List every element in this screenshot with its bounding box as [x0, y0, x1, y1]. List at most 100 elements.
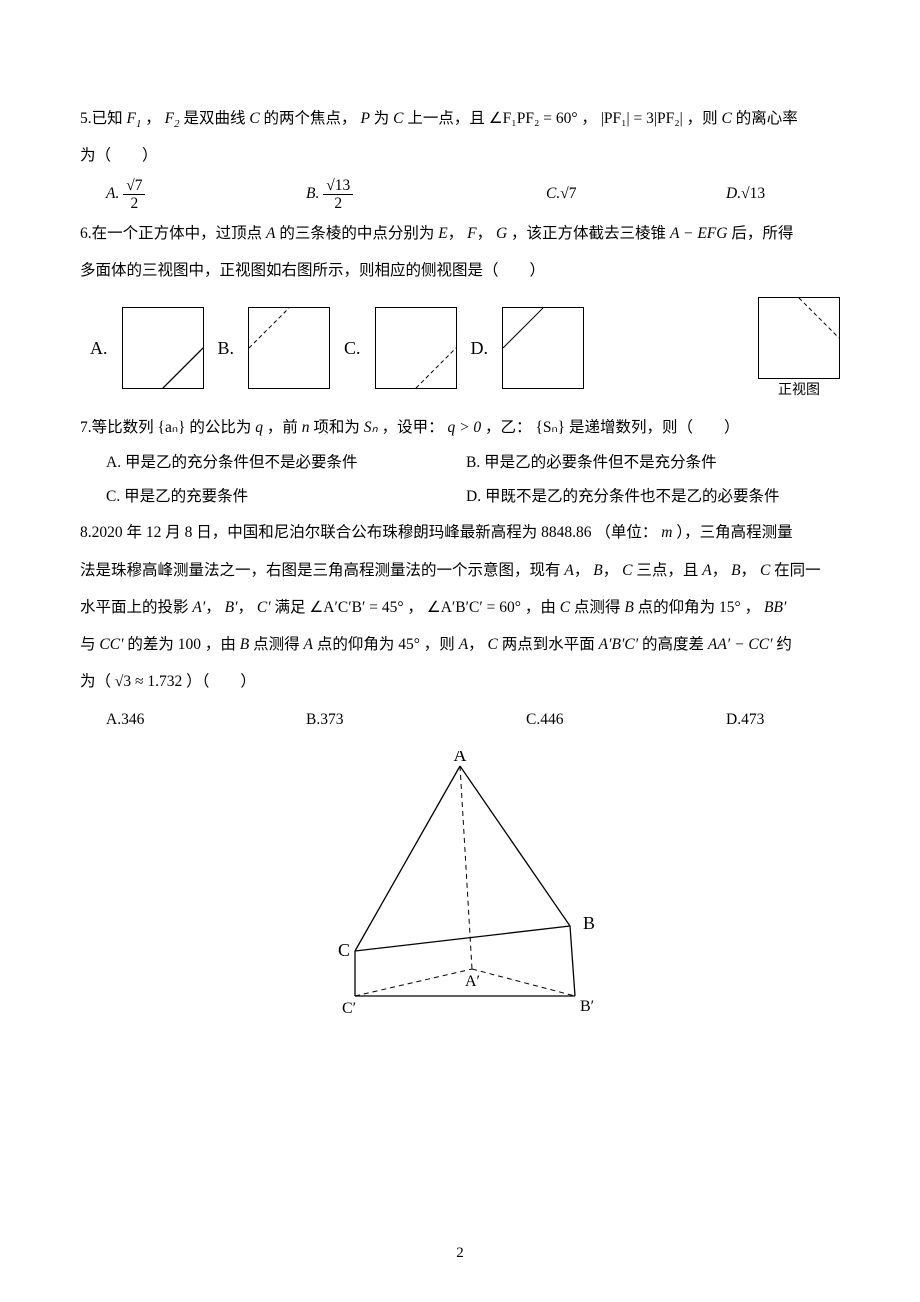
q5-sub2: 2 — [174, 118, 179, 130]
q8-B2: B — [731, 562, 740, 579]
q5-A-label: A. — [106, 185, 119, 202]
q6-front-view: 正视图 — [758, 297, 840, 399]
q8-l2a: 法是珠穆高峰测量法之一，右图是三角高程测量法的一个示意图，现有 — [80, 562, 561, 579]
q5-angle: ∠F₁PF₂ = 60° — [489, 110, 578, 127]
q6-line1: 6.在一个正方体中，过顶点 A 的三条棱的中点分别为 E， F， G ，该正方体… — [80, 215, 840, 252]
q8-l2c: 在同一 — [774, 562, 821, 579]
q7-A: A. 甲是乙的充分条件但不是必要条件 — [106, 454, 357, 471]
q8-A: A — [564, 562, 573, 579]
q8-l1: 8.2020 年 12 月 8 日，中国和尼泊尔联合公布珠穆朗玛峰最新高程为 8… — [80, 514, 840, 551]
q8-l4: 与 CC′ 的差为 100 ，由 B 点测得 A 点的仰角为 45° ，则 A，… — [80, 626, 840, 663]
q5-choice-D: D.√13 — [726, 174, 765, 214]
q8-C: C — [622, 562, 632, 579]
q8-l3a: 水平面上的投影 — [80, 599, 189, 616]
q8-C3: C — [560, 599, 570, 616]
q7-c: ，前 — [267, 419, 298, 436]
page-number: 2 — [0, 1245, 920, 1262]
q8-A: A.346 — [106, 700, 306, 740]
q8-C2: C — [760, 562, 770, 579]
q8-l5: 为（ √3 ≈ 1.732 ）（ ） — [80, 663, 840, 700]
q8-l3f: 点的仰角为 — [638, 599, 716, 616]
q5-A-den: 2 — [123, 195, 145, 212]
q8-A4: A — [303, 636, 312, 653]
q6-optA-label: A. — [90, 338, 108, 359]
q8-ang2: ∠A′B′C′ = 60° — [427, 599, 521, 616]
q7-cond: q > 0 — [447, 419, 481, 436]
q5-C2: C — [393, 110, 403, 127]
q8-l4i: 约 — [776, 636, 792, 653]
q6-d: 后，所得 — [731, 225, 793, 242]
q8-ang1: ∠A′C′B′ = 45° — [309, 599, 403, 616]
q8-A5: A — [459, 636, 468, 653]
fig-Bp: B′ — [580, 998, 594, 1015]
q5-m3: 为 — [374, 110, 390, 127]
q7-d: 项和为 — [313, 419, 360, 436]
q5-B-den: 2 — [323, 195, 353, 212]
q5-t: ，则 — [687, 110, 718, 127]
q8-l4f: ，则 — [424, 636, 455, 653]
q7-Sn: Sₙ — [364, 419, 378, 436]
q7-row1: A. 甲是乙的充分条件但不是必要条件 B. 甲是乙的必要条件但不是充分条件 — [80, 446, 840, 480]
q5-B-label: B. — [306, 185, 319, 202]
q8-l3: 水平面上的投影 A′， B′， C′ 满足 ∠A′C′B′ = 45° ， ∠A… — [80, 589, 840, 626]
q6-optD-label: D. — [471, 338, 489, 359]
q8-ApBpCp: A′B′C′ — [599, 636, 638, 653]
q7-f: ，乙： — [485, 419, 532, 436]
q5-c2: ， — [581, 110, 597, 127]
q7-e: ，设甲： — [382, 419, 444, 436]
q7-D: D. 甲既不是乙的充分条件也不是乙的必要条件 — [466, 488, 779, 505]
q5-D-label: D. — [726, 185, 741, 202]
q8-D: D.473 — [726, 700, 764, 740]
q5-choice-C: C.√7 — [546, 174, 726, 214]
q8-l5a: 为（ — [80, 673, 111, 690]
q5-stem-line1: 5.已知 F1 ， F2 是双曲线 C 的两个焦点， P 为 C 上一点，且 ∠… — [80, 100, 840, 137]
q8-Cc: C.446 — [526, 700, 726, 740]
q8-CCp: CC′ — [99, 636, 123, 653]
q5-C-label: C. — [546, 185, 560, 202]
q6-AEFG: A − EFG — [670, 225, 728, 242]
q6-F: F — [467, 225, 476, 242]
q8-AAmCC: AA′ − CC′ — [708, 636, 773, 653]
q8-choices: A.346 B.373 C.446 D.473 — [80, 700, 840, 740]
q6-line2: 多面体的三视图中，正视图如右图所示，则相应的侧视图是（ ） — [80, 252, 840, 289]
q5-choice-A: A. √72 — [106, 174, 306, 214]
q8-l3e: 点测得 — [574, 599, 621, 616]
q7-stem: 7.等比数列 {aₙ} 的公比为 q ，前 n 项和为 Sₙ ，设甲： q > … — [80, 409, 840, 446]
fig-A: A — [454, 751, 467, 765]
q8-approx: √3 ≈ 1.732 — [115, 673, 182, 690]
q8-l4b: 的差为 — [127, 636, 174, 653]
q6-c: ，该正方体截去三棱锥 — [511, 225, 666, 242]
q5-choice-B: B. √132 — [306, 174, 546, 214]
q8-m: m — [661, 524, 672, 541]
q5-stem-line2: 为（ ） — [80, 137, 840, 174]
q8-l4d: 点测得 — [253, 636, 300, 653]
q5-choices: A. √72 B. √132 C.√7 D.√13 — [80, 174, 840, 214]
q5-m4: 上一点，且 — [407, 110, 485, 127]
q8-l4c: ，由 — [205, 636, 236, 653]
q5-m2: 的两个焦点， — [264, 110, 357, 127]
q8-l4h: 的高度差 — [642, 636, 704, 653]
q7-B: B. 甲是乙的必要条件但不是充分条件 — [466, 454, 717, 471]
q8-l3d: ，由 — [525, 599, 556, 616]
q8-l4e: 点的仰角为 — [317, 636, 395, 653]
q5-P: P — [360, 110, 369, 127]
q5-C-val: √7 — [560, 185, 576, 202]
front-view-caption: 正视图 — [758, 379, 840, 399]
q8-l1b: （单位： — [595, 524, 657, 541]
q7-n: n — [302, 419, 310, 436]
q8-l1c: ），三角高程测量 — [676, 524, 792, 541]
q5-C3: C — [722, 110, 732, 127]
q5-F1: F — [127, 110, 136, 127]
q7-Sn2: {Sₙ} — [535, 419, 565, 436]
q8-val: 8848.86 — [541, 524, 591, 541]
q7-a: 7.等比数列 — [80, 419, 154, 436]
q8-C5: C — [488, 636, 498, 653]
q7-row2: C. 甲是乙的充要条件 D. 甲既不是乙的充分条件也不是乙的必要条件 — [80, 480, 840, 514]
q7-an: {aₙ} — [158, 419, 186, 436]
q5-D-val: √13 — [741, 185, 765, 202]
q8-l4g: 两点到水平面 — [502, 636, 595, 653]
q5-C: C — [249, 110, 259, 127]
q6-optC-figure — [375, 307, 457, 389]
q5-text: 5.已知 — [80, 110, 123, 127]
fig-B: B — [583, 913, 595, 933]
